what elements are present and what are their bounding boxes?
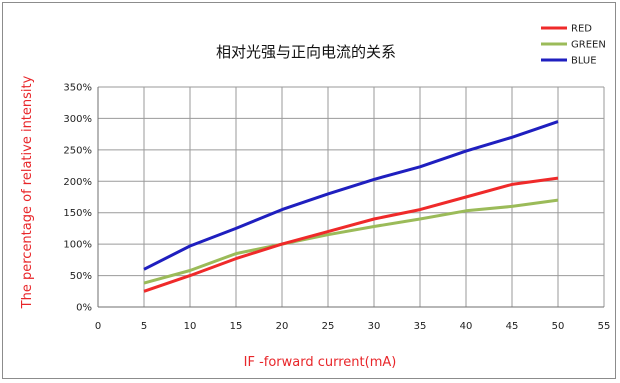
x-axis-title: IF -forward current(mA) <box>244 355 397 370</box>
x-tick-label: 50 <box>552 321 565 332</box>
y-tick-label: 50% <box>70 271 92 282</box>
series-line-blue <box>143 120 559 271</box>
y-tick-label: 0% <box>76 303 92 314</box>
y-axis-title: The percentage of relative intensity <box>20 75 35 309</box>
series-line-green <box>143 198 559 285</box>
x-tick-label: 35 <box>414 321 427 332</box>
legend-label-red: RED <box>571 24 592 35</box>
y-tick-label: 300% <box>63 114 92 125</box>
y-tick-label: 350% <box>63 83 92 94</box>
x-tick-label: 40 <box>460 321 473 332</box>
x-tick-label: 45 <box>506 321 519 332</box>
chart-title: 相对光强与正向电流的关系 <box>216 43 396 61</box>
x-tick-label: 20 <box>276 321 289 332</box>
x-tick-label: 30 <box>368 321 381 332</box>
legend-label-blue: BLUE <box>571 56 597 67</box>
legend: RED GREEN BLUE <box>541 24 606 67</box>
y-tick-label: 250% <box>63 145 92 156</box>
series-line-red <box>143 176 559 293</box>
y-tick-label: 150% <box>63 208 92 219</box>
y-tick-label: 200% <box>63 177 92 188</box>
x-tick-label: 10 <box>184 321 197 332</box>
x-tick-label: 5 <box>141 321 147 332</box>
x-tick-label: 25 <box>322 321 335 332</box>
y-tick-label: 100% <box>63 240 92 251</box>
plot-area: 0% 50% 100% 150% 200% 250% 300% 350% 0 5 10 15 20 25 3… <box>63 83 610 333</box>
legend-label-green: GREEN <box>571 40 606 51</box>
x-tick-label: 55 <box>598 321 611 332</box>
plot-background <box>98 87 604 307</box>
x-tick-label: 15 <box>230 321 243 332</box>
x-tick-label: 0 <box>95 321 101 332</box>
